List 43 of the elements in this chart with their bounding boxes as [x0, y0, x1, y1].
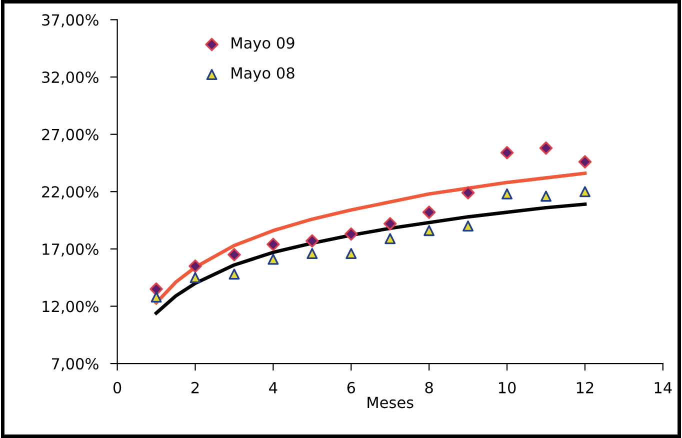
- y-tick-label: 32,00%: [42, 71, 98, 85]
- x-axis-title: Meses: [368, 396, 414, 408]
- y-tick-label: 12,00%: [42, 300, 98, 314]
- point: [540, 190, 552, 202]
- point: [268, 254, 279, 265]
- x-tick-label: 12: [576, 382, 594, 394]
- point: [539, 141, 553, 155]
- legend-label: Mayo 08: [232, 67, 294, 82]
- point: [462, 220, 474, 232]
- x-tick-label: 10: [498, 382, 516, 394]
- point: [150, 282, 163, 296]
- point: [188, 259, 202, 273]
- point: [344, 227, 358, 241]
- point: [228, 268, 240, 280]
- point: [461, 186, 475, 200]
- y-tick-label: 27,00%: [42, 128, 98, 142]
- point: [266, 238, 280, 251]
- point: [579, 186, 590, 198]
- y-tick-label: 22,00%: [42, 186, 98, 200]
- point: [190, 272, 201, 284]
- point: [578, 155, 592, 168]
- point: [306, 234, 319, 248]
- point: [500, 146, 514, 160]
- point: [502, 188, 513, 200]
- point: [228, 248, 241, 262]
- x-tick-label: 0: [113, 382, 122, 394]
- line-series: [154, 202, 587, 315]
- y-tick-label: 37,00%: [42, 14, 98, 28]
- x-tick-label: 2: [192, 382, 199, 394]
- point: [384, 233, 396, 244]
- point: [150, 292, 162, 303]
- point: [306, 248, 318, 260]
- y-tick-label: 17,00%: [42, 243, 98, 257]
- x-tick-label: 4: [269, 382, 278, 394]
- x-tick-label: 6: [347, 382, 356, 394]
- legend-label: Mayo 09: [232, 37, 294, 52]
- point: [383, 217, 397, 230]
- y-tick-label: 7,00%: [52, 358, 98, 372]
- point: [346, 248, 357, 260]
- x-tick-label: 8: [425, 382, 433, 394]
- point: [424, 225, 435, 236]
- point: [422, 206, 436, 219]
- x-tick-label: 14: [654, 382, 672, 394]
